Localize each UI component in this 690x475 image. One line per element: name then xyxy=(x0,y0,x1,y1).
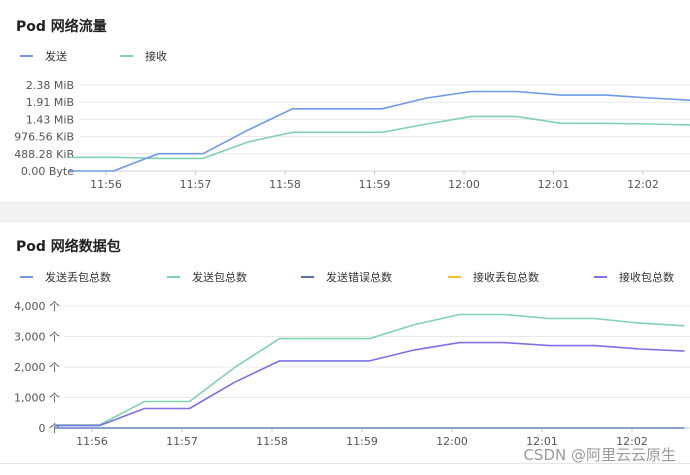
legend-swatch xyxy=(20,276,33,278)
legend-label: 发送错误总数 xyxy=(326,271,392,284)
y-tick-label: 488.28 KiB xyxy=(14,148,74,161)
legend-label: 接收丢包总数 xyxy=(473,271,539,284)
x-tick-label: 12:02 xyxy=(616,435,648,448)
x-tick-label: 12:00 xyxy=(448,178,480,191)
packets-line-chart: 0 个1,000 个2,000 个3,000 个4,000 个11:56 11:5… xyxy=(14,300,690,448)
legend-swatch xyxy=(594,276,607,278)
legend-label: 接收包总数 xyxy=(619,271,674,284)
network-packets-panel: Pod 网络数据包 发送丢包总数 发送包总数 发送错误总数 接收丢包总数 接收包… xyxy=(0,222,690,470)
legend-item-send-total[interactable]: 发送包总数 xyxy=(167,269,247,285)
panel-separator xyxy=(0,202,690,222)
legend-item-send[interactable]: 发送 xyxy=(20,48,67,64)
chart-title-traffic: Pod 网络流量 xyxy=(16,19,107,35)
x-tick-label: 12:01 xyxy=(538,178,570,191)
legend-label: 发送包总数 xyxy=(192,271,247,284)
legend-label: 发送 xyxy=(45,50,67,63)
x-tick-label: 11:57 xyxy=(180,178,212,191)
legend-item-send-drop[interactable]: 发送丢包总数 xyxy=(20,269,111,285)
legend-swatch-send xyxy=(20,55,33,57)
y-tick-label: 976.56 KiB xyxy=(14,131,74,144)
network-traffic-panel: Pod 网络流量 发送 接收 0.00 Byte 488.28 KiB 976.56… xyxy=(0,0,690,202)
x-tick-label: 11:58 xyxy=(269,178,301,191)
x-tick-label: 12:02 xyxy=(627,178,659,191)
y-tick-label: 2.38 MiB xyxy=(26,79,74,92)
y-tick-label: 3,000 个 xyxy=(14,331,60,344)
x-tick-label: 11:58 xyxy=(256,435,288,448)
y-tick-label: 1,000 个 xyxy=(14,392,60,405)
legend-item-receive-total[interactable]: 接收包总数 xyxy=(594,269,674,285)
legend-label: 发送丢包总数 xyxy=(45,271,111,284)
series-line-2 xyxy=(68,115,690,160)
x-tick-label: 11:59 xyxy=(359,178,391,191)
watermark: CSDN @阿里云云原生 xyxy=(523,446,676,464)
traffic-line-chart: 0.00 Byte 488.28 KiB 976.56 KiB 1.43 MiB 1.9… xyxy=(14,79,690,191)
legend-item-receive-drop[interactable]: 接收丢包总数 xyxy=(448,269,539,285)
legend-swatch-receive xyxy=(120,55,133,57)
legend-label: 接收 xyxy=(145,50,167,63)
legend-swatch xyxy=(448,276,461,278)
y-tick-label: 1.91 MiB xyxy=(26,96,74,109)
x-tick-label: 11:56 xyxy=(76,435,108,448)
y-tick-label: 4,000 个 xyxy=(14,300,60,313)
y-tick-label: 1.43 MiB xyxy=(26,113,74,126)
x-tick-label: 12:00 xyxy=(436,435,468,448)
x-tick-label: 11:56 xyxy=(90,178,122,191)
y-tick-label: 2,000 个 xyxy=(14,361,60,374)
legend-swatch xyxy=(301,276,314,278)
legend-swatch xyxy=(167,276,180,278)
x-tick-label: 11:57 xyxy=(166,435,198,448)
x-tick-label: 12:01 xyxy=(526,435,558,448)
legend-item-send-error[interactable]: 发送错误总数 xyxy=(301,269,392,285)
legend-packets: 发送丢包总数 发送包总数 发送错误总数 接收丢包总数 接收包总数 xyxy=(0,269,690,285)
y-tick-label: 0.00 Byte xyxy=(21,165,74,178)
legend-item-receive[interactable]: 接收 xyxy=(120,48,167,64)
series-line-1 xyxy=(68,90,690,172)
series-line-2 xyxy=(54,313,685,426)
chart-title-packets: Pod 网络数据包 xyxy=(16,239,121,255)
legend-traffic: 发送 接收 xyxy=(0,48,690,64)
series-line-5 xyxy=(54,341,685,427)
bottom-border xyxy=(0,463,690,464)
x-tick-label: 11:59 xyxy=(346,435,378,448)
